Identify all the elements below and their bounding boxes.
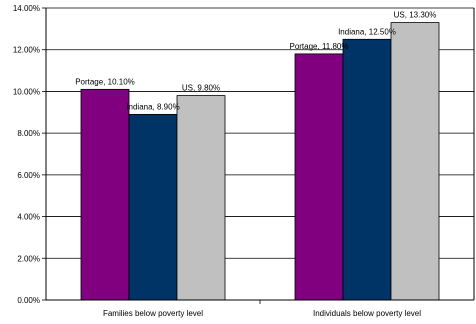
bar-portage-1	[80, 88, 130, 301]
bar-indiana-2	[342, 38, 392, 301]
bar-indiana-1	[128, 113, 178, 301]
y-tick-labels: 0.00% 2.00% 4.00% 6.00% 8.00% 10.00% 12.00% 14.…	[13, 4, 40, 305]
category-label: Individuals below poverty level	[313, 309, 421, 318]
bars	[80, 22, 440, 301]
y-tick-label: 12.00%	[13, 46, 40, 55]
bar-us-2	[390, 22, 440, 301]
y-tick-label: 4.00%	[17, 213, 40, 222]
category-labels: Families below poverty level Individuals …	[103, 309, 421, 318]
y-tick-label: 14.00%	[13, 4, 40, 13]
y-tick-label: 10.00%	[13, 87, 40, 96]
data-label: Indiana, 12.50%	[338, 27, 396, 36]
bar-portage-2	[294, 53, 344, 301]
data-label: Portage, 11.80%	[289, 42, 348, 51]
category-label: Families below poverty level	[103, 309, 203, 318]
y-tick-label: 0.00%	[17, 296, 40, 305]
axes	[42, 7, 475, 304]
data-label: Indiana, 8.90%	[126, 102, 179, 111]
y-tick-label: 2.00%	[17, 254, 40, 263]
y-tick-label: 8.00%	[17, 129, 40, 138]
bar-us-1	[176, 95, 226, 301]
data-label: US, 13.30%	[394, 11, 437, 20]
y-tick-label: 6.00%	[17, 171, 40, 180]
data-label: US, 9.80%	[182, 84, 220, 93]
data-label: Portage, 10.10%	[75, 77, 135, 86]
data-labels: Portage, 10.10% Indiana, 8.90%US, 9.80% Po…	[75, 11, 436, 112]
